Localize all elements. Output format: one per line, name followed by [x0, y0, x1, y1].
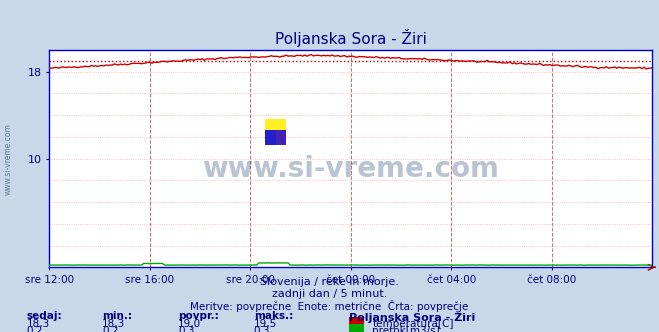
- Text: Poljanska Sora - Žiri: Poljanska Sora - Žiri: [349, 311, 476, 323]
- Text: 0,2: 0,2: [26, 326, 43, 332]
- Text: 19,0: 19,0: [178, 319, 201, 329]
- Title: Poljanska Sora - Žiri: Poljanska Sora - Žiri: [275, 29, 427, 47]
- Text: zadnji dan / 5 minut.: zadnji dan / 5 minut.: [272, 289, 387, 299]
- Text: maks.:: maks.:: [254, 311, 293, 321]
- Text: temperatura[C]: temperatura[C]: [372, 319, 454, 329]
- Text: Meritve: povprečne  Enote: metrične  Črta: povprečje: Meritve: povprečne Enote: metrične Črta:…: [190, 300, 469, 312]
- Text: 0,3: 0,3: [254, 326, 270, 332]
- Text: www.si-vreme.com: www.si-vreme.com: [3, 124, 13, 195]
- Text: sedaj:: sedaj:: [26, 311, 62, 321]
- Text: povpr.:: povpr.:: [178, 311, 219, 321]
- Text: 0,3: 0,3: [178, 326, 194, 332]
- Text: 0,2: 0,2: [102, 326, 119, 332]
- Text: min.:: min.:: [102, 311, 132, 321]
- Text: pretok[m3/s]: pretok[m3/s]: [372, 326, 440, 332]
- Text: 19,5: 19,5: [254, 319, 277, 329]
- Text: www.si-vreme.com: www.si-vreme.com: [202, 155, 500, 183]
- FancyBboxPatch shape: [265, 130, 275, 145]
- Text: Slovenija / reke in morje.: Slovenija / reke in morje.: [260, 277, 399, 287]
- Text: 18,3: 18,3: [26, 319, 49, 329]
- FancyBboxPatch shape: [265, 130, 287, 145]
- Text: 18,3: 18,3: [102, 319, 125, 329]
- FancyBboxPatch shape: [265, 120, 287, 145]
